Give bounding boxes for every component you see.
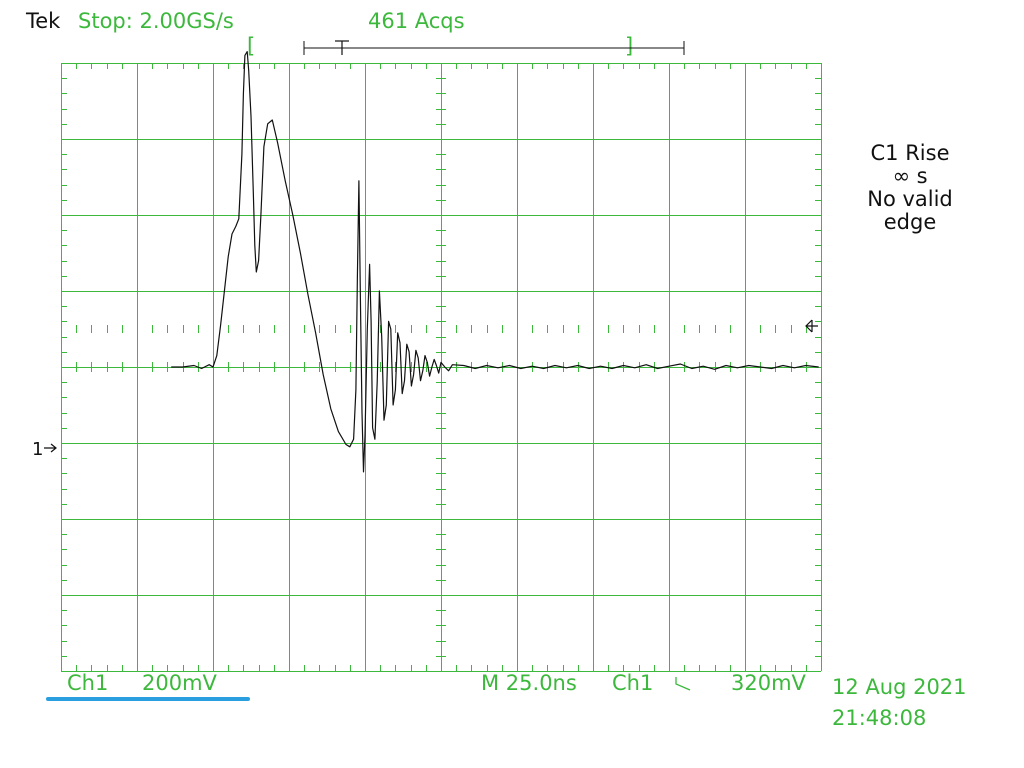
channel-label[interactable]: Ch1 [67, 671, 109, 695]
trigger-position-marker[interactable] [335, 40, 349, 55]
channel-1-waveform [171, 51, 819, 473]
channel-1-marker-label: 1 [32, 439, 43, 460]
record-position-bar[interactable] [303, 41, 685, 55]
waveform-trace [171, 51, 819, 473]
measurement-title: C1 Rise [870, 141, 950, 165]
measurement-status-line-1: No valid [867, 187, 953, 211]
record-left-bracket: [ [247, 34, 256, 58]
brand-label: Tek [26, 9, 61, 33]
channel-1-ground-marker[interactable]: 1 [32, 439, 57, 460]
trigger-source[interactable]: Ch1 [612, 671, 654, 695]
acquisition-count: 461 Acqs [368, 9, 465, 33]
measurement-value: ∞ s [892, 164, 928, 188]
date-readout: 12 Aug 2021 [832, 675, 967, 699]
trigger-level-marker[interactable] [805, 319, 818, 333]
acquisition-status: Stop: 2.00GS/s [78, 9, 234, 33]
volts-per-div[interactable]: 200mV [142, 671, 217, 695]
trigger-level[interactable]: 320mV [731, 671, 806, 695]
falling-edge-icon [675, 677, 691, 691]
measurement-status-line-2: edge [883, 210, 937, 234]
measurement-readout[interactable]: C1 Rise ∞ s No valid edge [846, 142, 974, 234]
record-right-bracket: ] [625, 34, 634, 58]
time-readout: 21:48:08 [832, 706, 927, 730]
timebase-readout[interactable]: M 25.0ns [481, 671, 577, 695]
